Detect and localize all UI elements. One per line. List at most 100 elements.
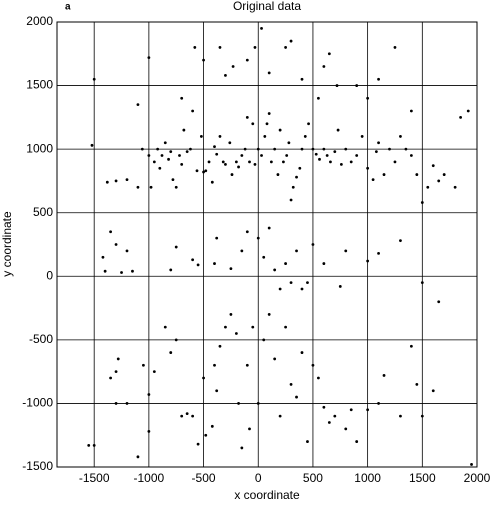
point [234, 160, 238, 164]
point [163, 325, 167, 329]
point [213, 262, 216, 265]
point [116, 357, 120, 361]
point [311, 147, 315, 151]
point [291, 185, 295, 189]
point [466, 109, 470, 113]
point [174, 245, 178, 249]
point [228, 141, 232, 145]
point [336, 128, 340, 132]
point [303, 135, 307, 138]
point [377, 252, 380, 255]
point [426, 185, 430, 189]
point [295, 249, 298, 253]
point [333, 150, 337, 154]
point [267, 71, 271, 75]
point [399, 414, 402, 418]
point [240, 154, 244, 157]
point [240, 446, 244, 450]
point [229, 267, 233, 271]
point [307, 122, 310, 126]
point [125, 249, 129, 253]
point [147, 56, 151, 59]
point [333, 414, 337, 418]
point [114, 179, 118, 183]
point [240, 249, 244, 253]
point [278, 128, 282, 132]
point [366, 96, 370, 100]
point [193, 46, 197, 49]
point [453, 185, 457, 189]
point [152, 160, 156, 164]
point [185, 150, 189, 154]
point [245, 363, 249, 367]
point [322, 262, 326, 265]
y-tick-label: 2000 [26, 14, 53, 28]
x-tick-label: -500 [192, 471, 216, 485]
point [327, 421, 331, 424]
point [218, 46, 222, 49]
point [191, 109, 195, 113]
point [189, 147, 192, 151]
point [147, 154, 151, 157]
point [377, 402, 380, 405]
point [325, 154, 329, 157]
point [335, 84, 339, 87]
point [420, 414, 424, 418]
point [289, 281, 293, 285]
point [114, 243, 118, 246]
point [470, 463, 473, 466]
point [409, 344, 413, 348]
point [382, 374, 386, 377]
point [349, 160, 353, 164]
point [415, 173, 419, 176]
point [169, 351, 173, 354]
point [344, 147, 348, 151]
point [237, 402, 240, 405]
point [399, 135, 402, 138]
point [191, 258, 195, 262]
point [199, 135, 203, 138]
point [329, 160, 332, 164]
point [431, 389, 435, 393]
point [311, 363, 315, 367]
point [202, 170, 205, 174]
point [103, 269, 107, 273]
point [300, 351, 304, 354]
point [213, 363, 216, 367]
point [267, 112, 271, 115]
point [185, 412, 189, 415]
point [267, 226, 271, 230]
point [136, 103, 140, 107]
point [202, 376, 205, 380]
point [182, 128, 186, 132]
point [147, 430, 151, 433]
point [149, 185, 153, 189]
point [282, 160, 285, 164]
point [109, 376, 112, 380]
point [278, 414, 282, 418]
point [120, 271, 123, 274]
point [169, 268, 173, 272]
point [256, 147, 260, 151]
point [374, 150, 378, 154]
point [101, 255, 105, 259]
point [284, 325, 287, 329]
point [338, 285, 342, 288]
point [213, 145, 216, 149]
point [180, 414, 184, 418]
y-tick-label: 1000 [26, 141, 53, 155]
point [267, 313, 271, 316]
point [263, 135, 267, 138]
point [327, 52, 331, 56]
point [409, 109, 413, 113]
point [105, 180, 109, 184]
point [215, 236, 219, 240]
point [204, 433, 208, 437]
point [136, 455, 140, 459]
y-tick-label: -1000 [22, 396, 53, 410]
point [167, 157, 170, 161]
point [265, 122, 269, 126]
point [289, 39, 293, 43]
